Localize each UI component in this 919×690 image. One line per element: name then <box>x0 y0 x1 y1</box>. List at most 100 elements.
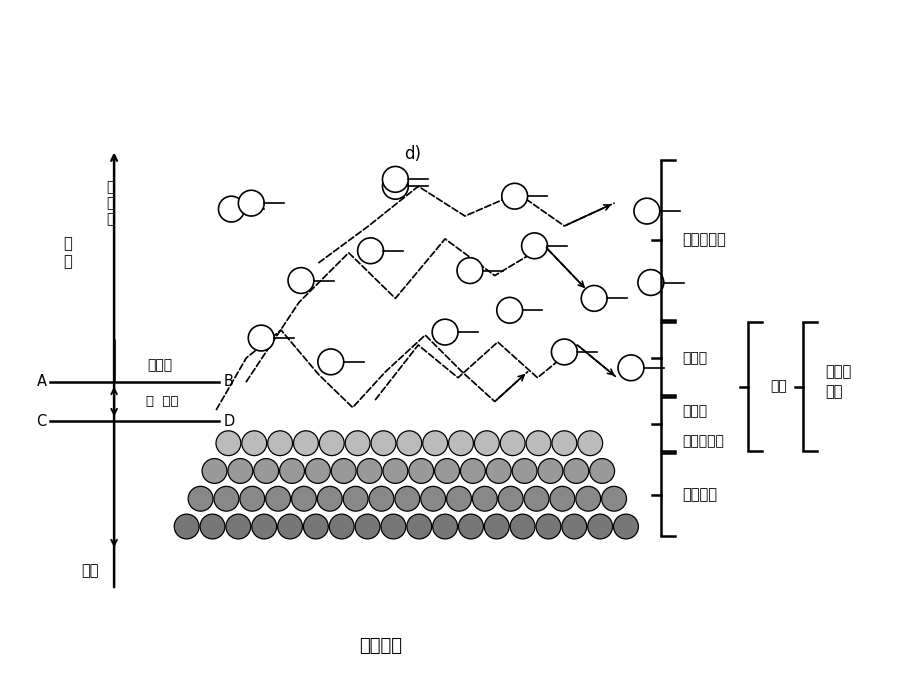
Circle shape <box>382 459 407 484</box>
Circle shape <box>202 459 227 484</box>
Circle shape <box>601 486 626 511</box>
Circle shape <box>293 431 318 455</box>
Circle shape <box>329 514 354 539</box>
Circle shape <box>318 349 344 375</box>
Circle shape <box>408 459 433 484</box>
Text: 床面层: 床面层 <box>147 358 172 372</box>
Circle shape <box>238 190 264 216</box>
Circle shape <box>577 431 602 455</box>
Circle shape <box>394 486 419 511</box>
Circle shape <box>266 486 290 511</box>
Circle shape <box>637 270 663 295</box>
Circle shape <box>254 459 278 484</box>
Circle shape <box>434 459 459 484</box>
Circle shape <box>242 431 267 455</box>
Circle shape <box>345 431 369 455</box>
Circle shape <box>521 233 547 259</box>
Text: 层移质运动: 层移质运动 <box>682 434 724 448</box>
Circle shape <box>199 514 224 539</box>
Circle shape <box>432 514 457 539</box>
Circle shape <box>618 355 643 381</box>
Circle shape <box>512 459 537 484</box>
Text: d): d) <box>403 144 420 163</box>
Circle shape <box>382 173 408 199</box>
Text: 层  移区: 层 移区 <box>145 395 178 408</box>
Circle shape <box>446 486 471 511</box>
Text: 悬
浮
区: 悬 浮 区 <box>106 180 114 226</box>
Circle shape <box>226 514 251 539</box>
Text: A: A <box>37 374 47 389</box>
Circle shape <box>550 486 574 511</box>
Circle shape <box>396 431 421 455</box>
Circle shape <box>550 339 576 365</box>
Text: B: B <box>223 374 233 389</box>
Circle shape <box>380 514 405 539</box>
Circle shape <box>589 459 614 484</box>
Circle shape <box>483 514 508 539</box>
Text: C: C <box>36 414 47 429</box>
Text: 运动: 运动 <box>769 380 786 394</box>
Circle shape <box>538 459 562 484</box>
Circle shape <box>496 297 522 323</box>
Circle shape <box>510 514 535 539</box>
Text: 接触质: 接触质 <box>682 404 707 418</box>
Circle shape <box>526 431 550 455</box>
Circle shape <box>370 431 395 455</box>
Circle shape <box>216 431 241 455</box>
Circle shape <box>472 486 497 511</box>
Circle shape <box>303 514 328 539</box>
Circle shape <box>486 459 511 484</box>
Circle shape <box>305 459 330 484</box>
Circle shape <box>267 431 292 455</box>
Text: 水
流: 水 流 <box>62 237 72 269</box>
Circle shape <box>174 514 199 539</box>
Text: D: D <box>223 414 234 429</box>
Text: 推移质
运动: 推移质 运动 <box>824 364 850 399</box>
Circle shape <box>343 486 368 511</box>
Circle shape <box>551 431 576 455</box>
Text: 泥沙运动: 泥沙运动 <box>358 637 402 655</box>
Circle shape <box>252 514 277 539</box>
Circle shape <box>457 257 482 284</box>
Circle shape <box>357 238 383 264</box>
Circle shape <box>500 431 525 455</box>
Circle shape <box>278 514 302 539</box>
Text: 静止河床: 静止河床 <box>682 487 717 502</box>
Circle shape <box>214 486 239 511</box>
Text: 跃移质: 跃移质 <box>682 351 707 365</box>
Circle shape <box>498 486 523 511</box>
Text: 河床: 河床 <box>82 562 99 578</box>
Circle shape <box>458 514 482 539</box>
Circle shape <box>448 431 473 455</box>
Circle shape <box>317 486 342 511</box>
Circle shape <box>218 196 244 222</box>
Circle shape <box>369 486 393 511</box>
Circle shape <box>581 286 607 311</box>
Circle shape <box>613 514 638 539</box>
Circle shape <box>279 459 304 484</box>
Circle shape <box>382 166 408 193</box>
Circle shape <box>562 514 586 539</box>
Circle shape <box>575 486 600 511</box>
Circle shape <box>474 431 499 455</box>
Circle shape <box>357 459 381 484</box>
Circle shape <box>563 459 588 484</box>
Circle shape <box>240 486 265 511</box>
Circle shape <box>291 486 316 511</box>
Circle shape <box>248 325 274 351</box>
Circle shape <box>536 514 561 539</box>
Circle shape <box>319 431 344 455</box>
Circle shape <box>587 514 612 539</box>
Circle shape <box>420 486 445 511</box>
Circle shape <box>432 319 458 345</box>
Circle shape <box>288 268 313 293</box>
Circle shape <box>331 459 356 484</box>
Circle shape <box>633 198 659 224</box>
Circle shape <box>460 459 485 484</box>
Circle shape <box>501 184 527 209</box>
Circle shape <box>228 459 253 484</box>
Circle shape <box>524 486 549 511</box>
Circle shape <box>355 514 380 539</box>
Circle shape <box>422 431 447 455</box>
Circle shape <box>406 514 431 539</box>
